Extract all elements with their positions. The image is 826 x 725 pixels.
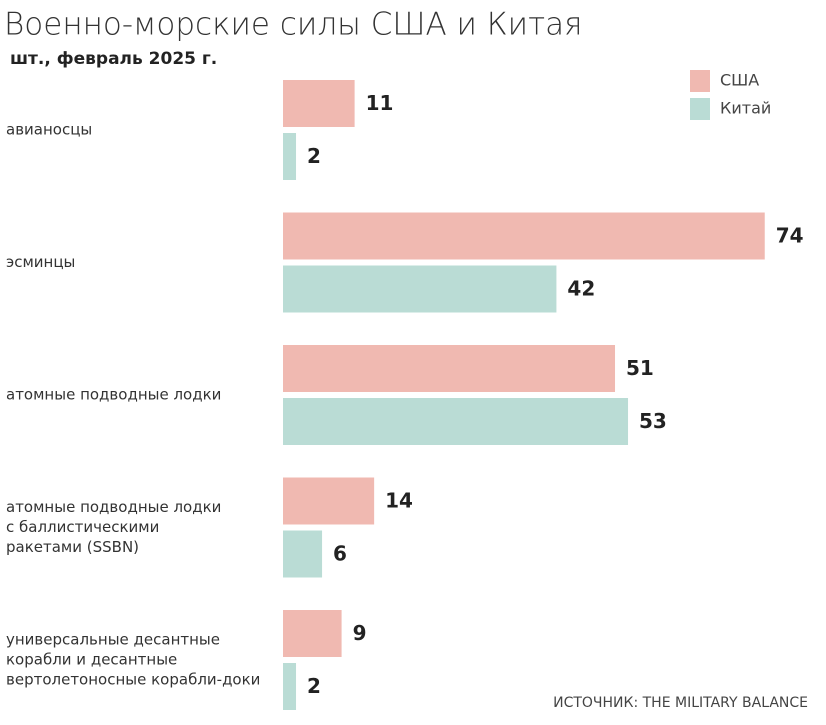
value-label: 11 xyxy=(366,91,394,115)
bar xyxy=(283,133,297,180)
value-label: 74 xyxy=(776,224,804,248)
bar xyxy=(283,80,355,127)
value-label: 14 xyxy=(385,489,413,513)
bar xyxy=(283,345,616,392)
value-label: 2 xyxy=(307,674,321,698)
bar xyxy=(283,265,557,313)
chart-title: Военно-морские силы США и Китая xyxy=(4,7,582,43)
bar xyxy=(283,610,342,657)
bar xyxy=(283,530,323,578)
category-label: атомные подводные лодки xyxy=(6,386,221,404)
legend-swatch xyxy=(690,70,710,92)
category-label: атомные подводные лодки xyxy=(6,498,221,516)
category-label: авианосцы xyxy=(6,121,92,139)
bar xyxy=(283,398,629,445)
value-label: 53 xyxy=(639,409,667,433)
category-label: универсальные десантные xyxy=(6,631,220,649)
source: ИСТОЧНИК: THE MILITARY BALANCE xyxy=(553,695,808,711)
bar xyxy=(283,663,297,710)
legend-label: США xyxy=(720,71,759,90)
category-label: эсминцы xyxy=(6,253,75,271)
value-label: 42 xyxy=(567,277,595,301)
value-label: 6 xyxy=(333,542,347,566)
category-label: ракетами (SSBN) xyxy=(6,538,139,556)
bar xyxy=(283,477,375,525)
legend-swatch xyxy=(690,98,710,120)
value-label: 9 xyxy=(353,621,367,645)
category-label: корабли и десантные xyxy=(6,651,177,669)
legend-label: Китай xyxy=(720,99,771,118)
category-label: с баллистическими xyxy=(6,518,159,536)
value-label: 2 xyxy=(307,144,321,168)
value-label: 51 xyxy=(626,356,654,380)
category-label: вертолетоносные корабли-доки xyxy=(6,671,260,689)
bar xyxy=(283,212,765,260)
chart-subtitle: шт., февраль 2025 г. xyxy=(10,49,217,69)
